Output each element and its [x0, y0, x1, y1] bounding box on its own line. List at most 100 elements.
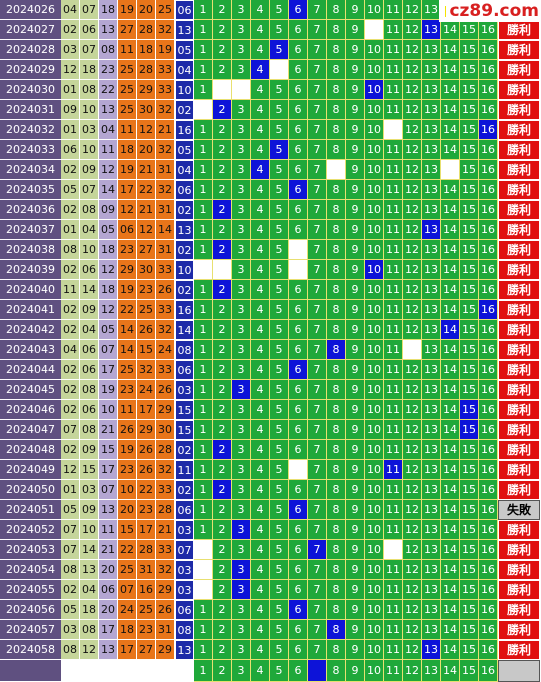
blue-grid-cell: 12 [403, 360, 422, 380]
blue-grid-cell: 10 [365, 160, 384, 180]
blue-grid-cell: 12 [403, 460, 422, 480]
blue-grid-cell: 13 [422, 400, 441, 420]
blue-grid-cell: 8 [327, 220, 346, 240]
blue-grid-cell: 11 [384, 600, 403, 620]
blue-ball-cell: 08 [175, 340, 194, 360]
red-ball-cell: 15 [80, 460, 99, 480]
blue-grid-cell: 11 [384, 400, 403, 420]
blue-grid-hit-cell: 3 [232, 560, 251, 580]
blue-grid-cell: 15 [460, 480, 479, 500]
blue-grid-cell: 15 [460, 560, 479, 580]
issue-number-cell: 2024026 [0, 0, 61, 20]
red-ball-cell: 17 [99, 460, 118, 480]
blue-grid-cell: 13 [422, 300, 441, 320]
red-ball-cell: 27 [118, 20, 137, 40]
blue-grid-cell: 14 [441, 460, 460, 480]
blue-grid-cell: 6 [289, 420, 308, 440]
blue-ball-cell: 06 [175, 180, 194, 200]
red-ball-cell: 30 [137, 100, 156, 120]
issue-number-cell: 2024056 [0, 600, 61, 620]
blue-grid-hit-cell: 13 [422, 640, 441, 660]
blue-grid-cell: 5 [270, 400, 289, 420]
site-logo[interactable]: cz89.com [439, 0, 539, 22]
red-ball-cell: 15 [99, 440, 118, 460]
blue-grid-cell: 15 [460, 20, 479, 40]
blue-grid-cell: 6 [289, 540, 308, 560]
blue-grid-cell: 12 [403, 200, 422, 220]
issue-number-cell: 2024053 [0, 540, 61, 560]
result-win-badge: 勝利 [498, 40, 540, 60]
red-ball-cell: 18 [118, 620, 137, 640]
red-ball-cell: 30 [137, 260, 156, 280]
red-ball-cell: 10 [99, 400, 118, 420]
blue-grid-cell: 15 [460, 520, 479, 540]
blue-grid-cell: 11 [384, 380, 403, 400]
red-ball-cell: 02 [61, 200, 80, 220]
blue-grid-cell: 7 [308, 20, 327, 40]
result-lose-badge: 失敗 [498, 500, 540, 520]
red-ball-cell: 08 [61, 640, 80, 660]
blue-grid-cell: 1 [194, 220, 213, 240]
blue-grid-cell: 5 [270, 480, 289, 500]
blue-grid-cell: 4 [251, 320, 270, 340]
blue-grid-blank-cell: 6 [289, 260, 308, 280]
blue-grid-cell: 4 [251, 240, 270, 260]
blue-grid-cell: 7 [308, 200, 327, 220]
blue-grid-cell: 11 [384, 520, 403, 540]
blue-grid-cell: 11 [384, 640, 403, 660]
blue-grid-cell: 9 [346, 160, 365, 180]
blue-grid-cell: 4 [251, 20, 270, 40]
blue-grid-cell: 6 [289, 80, 308, 100]
blue-ball-cell: 06 [175, 360, 194, 380]
red-ball-cell: 25 [118, 360, 137, 380]
blue-grid-cell: 1 [194, 500, 213, 520]
red-ball-cell: 11 [118, 120, 137, 140]
blue-grid-hit-cell: 14 [441, 320, 460, 340]
red-ball-cell: 33 [156, 540, 175, 560]
blue-grid-cell: 7 [308, 600, 327, 620]
blue-grid-cell: 9 [346, 360, 365, 380]
prediction-grid-cell: 12 [403, 660, 422, 682]
issue-number-cell: 2024029 [0, 60, 61, 80]
red-ball-cell: 01 [61, 120, 80, 140]
result-win-badge: 勝利 [498, 620, 540, 640]
red-ball-cell: 17 [99, 620, 118, 640]
blue-grid-cell: 2 [213, 380, 232, 400]
blue-grid-cell: 6 [289, 200, 308, 220]
red-ball-cell: 23 [118, 460, 137, 480]
blue-grid-cell: 2 [213, 640, 232, 660]
result-win-badge: 勝利 [498, 220, 540, 240]
red-ball-cell: 18 [99, 240, 118, 260]
blue-grid-cell: 10 [365, 520, 384, 540]
blue-grid-cell: 1 [194, 80, 213, 100]
blue-ball-cell: 03 [175, 380, 194, 400]
blue-grid-cell: 4 [251, 420, 270, 440]
blue-grid-cell: 12 [403, 240, 422, 260]
blue-grid-cell: 1 [194, 0, 213, 20]
red-ball-cell: 22 [118, 540, 137, 560]
blue-grid-cell: 5 [270, 640, 289, 660]
blue-grid-cell: 15 [460, 460, 479, 480]
blue-grid-cell: 2 [213, 0, 232, 20]
blue-grid-cell: 7 [308, 240, 327, 260]
red-ball-cell: 12 [99, 300, 118, 320]
blue-grid-cell: 10 [365, 620, 384, 640]
blue-grid-cell: 5 [270, 540, 289, 560]
blue-grid-cell: 10 [365, 100, 384, 120]
red-ball-cell: 29 [118, 260, 137, 280]
blue-ball-cell: 04 [175, 60, 194, 80]
blue-grid-cell: 7 [308, 0, 327, 20]
blue-grid-cell: 6 [289, 220, 308, 240]
blue-grid-cell: 4 [251, 600, 270, 620]
blue-grid-cell: 1 [194, 300, 213, 320]
blue-grid-cell: 7 [308, 580, 327, 600]
blue-grid-cell: 3 [232, 40, 251, 60]
blue-grid-hit-cell: 2 [213, 200, 232, 220]
blue-grid-cell: 11 [384, 340, 403, 360]
red-ball-cell: 30 [156, 420, 175, 440]
red-ball-cell: 13 [99, 640, 118, 660]
blue-grid-cell: 7 [308, 180, 327, 200]
blue-grid-cell: 13 [422, 620, 441, 640]
red-ball-cell: 27 [137, 240, 156, 260]
blue-grid-cell: 5 [270, 360, 289, 380]
